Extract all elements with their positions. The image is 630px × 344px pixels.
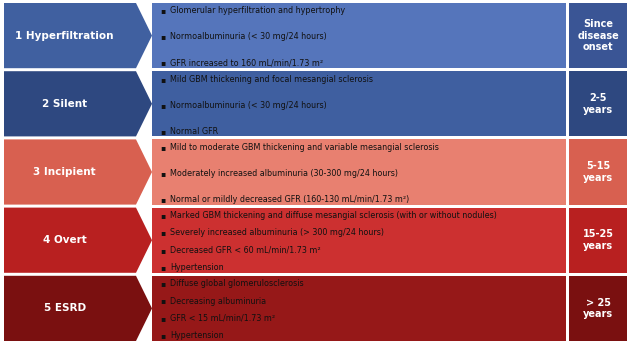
Text: ▪: ▪ xyxy=(160,143,165,152)
Bar xyxy=(152,207,566,273)
Text: ▪: ▪ xyxy=(160,314,165,323)
Bar xyxy=(152,3,566,68)
Bar xyxy=(152,71,566,137)
Text: ▪: ▪ xyxy=(160,6,165,15)
Bar xyxy=(569,139,627,205)
Bar xyxy=(569,71,627,137)
Bar xyxy=(569,276,627,341)
Text: ▪: ▪ xyxy=(160,246,165,255)
Text: Normal or mildly decreased GFR (160-130 mL/min/1.73 m²): Normal or mildly decreased GFR (160-130 … xyxy=(170,195,410,204)
Text: 2-5
years: 2-5 years xyxy=(583,93,613,115)
Text: ▪: ▪ xyxy=(160,211,165,220)
Polygon shape xyxy=(4,3,152,68)
Bar xyxy=(152,139,566,205)
Text: Decreased GFR < 60 mL/min/1.73 m²: Decreased GFR < 60 mL/min/1.73 m² xyxy=(170,246,321,255)
Text: 15-25
years: 15-25 years xyxy=(583,229,614,251)
Text: GFR increased to 160 mL/min/1.73 m²: GFR increased to 160 mL/min/1.73 m² xyxy=(170,58,323,67)
Text: 4 Overt: 4 Overt xyxy=(43,235,86,245)
Text: ▪: ▪ xyxy=(160,228,165,237)
Text: > 25
years: > 25 years xyxy=(583,298,613,319)
Text: Normoalbuminuria (< 30 mg/24 hours): Normoalbuminuria (< 30 mg/24 hours) xyxy=(170,100,327,110)
Text: Diffuse global glomerulosclerosis: Diffuse global glomerulosclerosis xyxy=(170,279,304,288)
Polygon shape xyxy=(4,207,152,273)
Text: ▪: ▪ xyxy=(160,100,165,110)
Polygon shape xyxy=(4,276,152,341)
Text: 5-15
years: 5-15 years xyxy=(583,161,613,183)
Text: GFR < 15 mL/min/1.73 m²: GFR < 15 mL/min/1.73 m² xyxy=(170,314,275,323)
Text: ▪: ▪ xyxy=(160,263,165,272)
Text: ▪: ▪ xyxy=(160,58,165,67)
Bar xyxy=(569,207,627,273)
Text: Normoalbuminuria (< 30 mg/24 hours): Normoalbuminuria (< 30 mg/24 hours) xyxy=(170,32,327,41)
Bar xyxy=(569,3,627,68)
Text: Mild to moderate GBM thickening and variable mesangial sclerosis: Mild to moderate GBM thickening and vari… xyxy=(170,143,439,152)
Text: ▪: ▪ xyxy=(160,32,165,41)
Text: 1 Hyperfiltration: 1 Hyperfiltration xyxy=(16,31,114,41)
Text: Moderately increased albuminuria (30-300 mg/24 hours): Moderately increased albuminuria (30-300… xyxy=(170,169,398,178)
Text: 3 Incipient: 3 Incipient xyxy=(33,167,96,177)
Polygon shape xyxy=(4,139,152,205)
Text: Hypertension: Hypertension xyxy=(170,331,224,340)
Text: Since
disease
onset: Since disease onset xyxy=(577,19,619,52)
Polygon shape xyxy=(4,71,152,137)
Text: Normal GFR: Normal GFR xyxy=(170,127,218,136)
Text: Glomerular hyperfiltration and hypertrophy: Glomerular hyperfiltration and hypertrop… xyxy=(170,6,345,15)
Text: Decreasing albuminuria: Decreasing albuminuria xyxy=(170,297,266,305)
Text: ▪: ▪ xyxy=(160,75,165,84)
Bar xyxy=(152,276,566,341)
Text: Severely increased albuminuria (> 300 mg/24 hours): Severely increased albuminuria (> 300 mg… xyxy=(170,228,384,237)
Text: ▪: ▪ xyxy=(160,331,165,340)
Text: ▪: ▪ xyxy=(160,297,165,305)
Text: ▪: ▪ xyxy=(160,169,165,178)
Text: Marked GBM thickening and diffuse mesangial sclerosis (with or without nodules): Marked GBM thickening and diffuse mesang… xyxy=(170,211,497,220)
Text: 2 Silent: 2 Silent xyxy=(42,99,88,109)
Text: ▪: ▪ xyxy=(160,279,165,288)
Text: ▪: ▪ xyxy=(160,127,165,136)
Text: ▪: ▪ xyxy=(160,195,165,204)
Text: Mild GBM thickening and focal mesangial sclerosis: Mild GBM thickening and focal mesangial … xyxy=(170,75,373,84)
Text: Hypertension: Hypertension xyxy=(170,263,224,272)
Text: 5 ESRD: 5 ESRD xyxy=(43,303,86,313)
